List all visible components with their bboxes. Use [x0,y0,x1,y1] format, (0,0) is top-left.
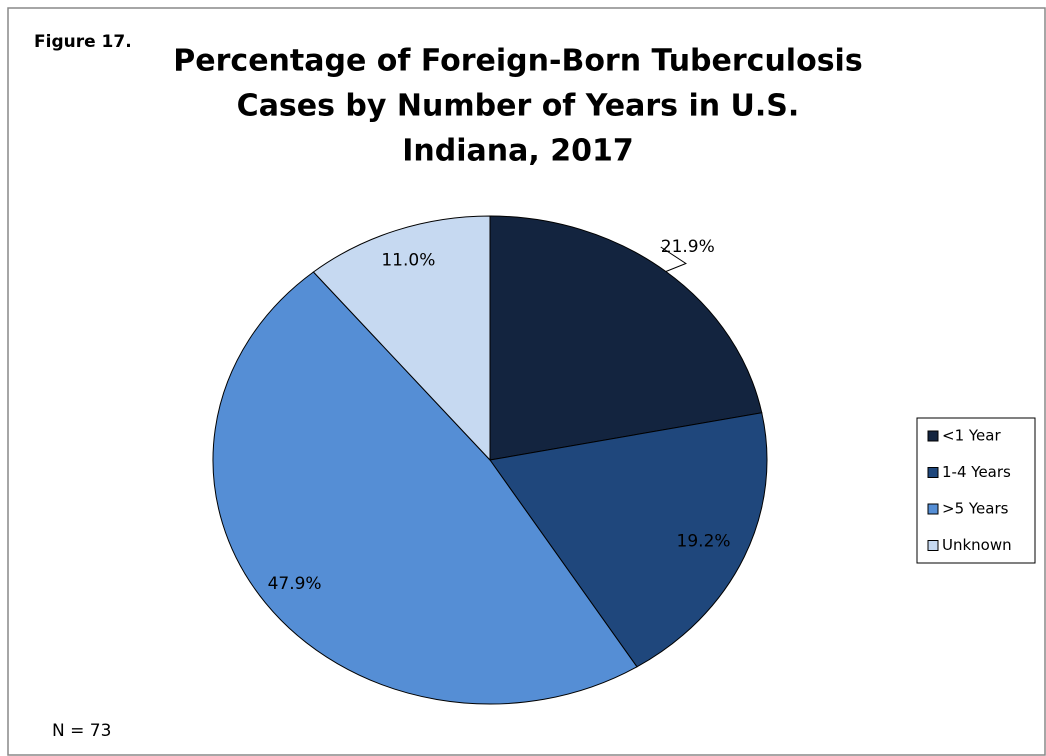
legend-label: Unknown [942,536,1012,554]
legend-label: 1-4 Years [942,463,1011,481]
data-label: 21.9% [661,237,715,257]
pie-slice [312,215,491,462]
chart-title: Indiana, 2017 [402,134,633,169]
legend-label: >5 Years [942,500,1009,518]
data-label: 19.2% [677,531,731,551]
legend-label: <1 Year [942,427,1001,445]
data-label: 11.0% [381,250,435,270]
legend-swatch [927,503,939,515]
legend-swatch [927,540,939,551]
chart-title: Cases by Number of Years in U.S. [237,89,800,124]
figure-label: Figure 17. [34,32,132,52]
pie-slice [212,271,638,705]
legend-box [916,417,1036,564]
data-label: 47.9% [268,574,322,594]
leader-line [660,246,687,272]
pie-slice [489,412,768,668]
note: N = 73 [52,721,111,741]
legend-swatch [927,467,939,478]
chart-frame [7,7,1046,756]
pie-slice [489,215,763,461]
legend-swatch [927,430,939,442]
chart-title: Percentage of Foreign-Born Tuberculosis [173,44,862,79]
